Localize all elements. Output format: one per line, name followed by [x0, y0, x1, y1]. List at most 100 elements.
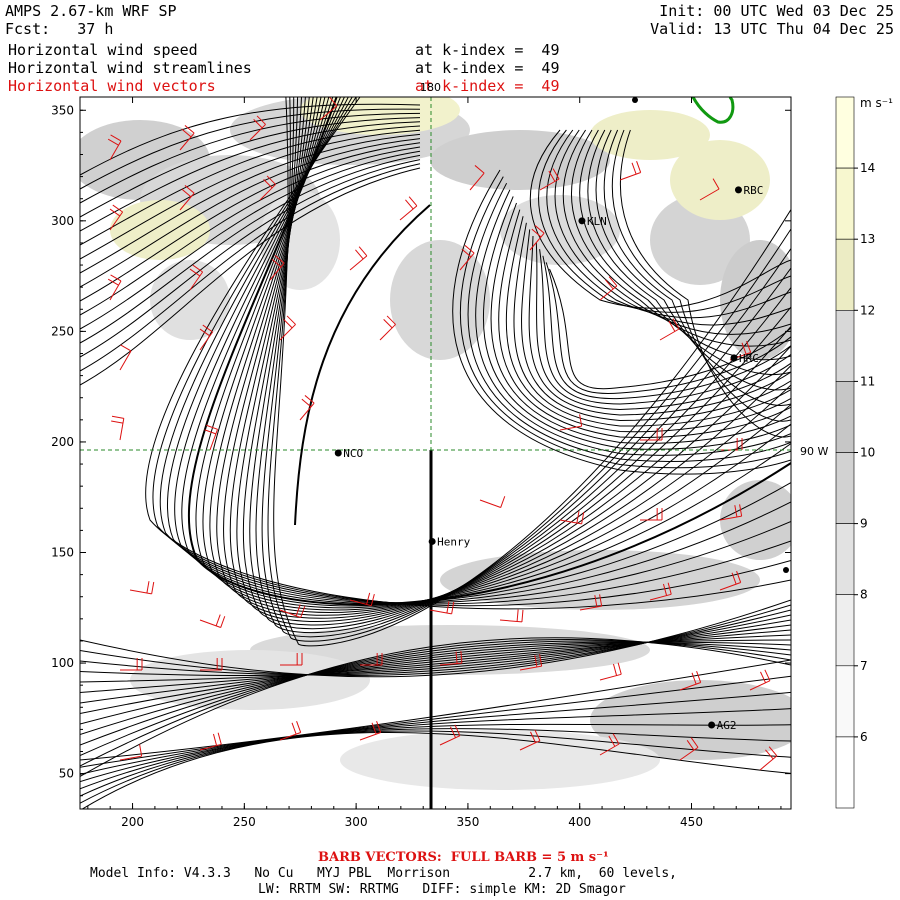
wind-barb-54	[599, 733, 620, 756]
streamline-52	[529, 129, 791, 309]
streamline-71	[80, 634, 791, 714]
streamline-2	[80, 112, 421, 204]
streamline-39	[475, 189, 791, 456]
coast-line	[691, 97, 735, 124]
wind-barb-61	[699, 178, 720, 201]
wind-barb-53	[519, 729, 541, 751]
wind-barb-39	[120, 658, 143, 671]
field-level-vectors: at k-index = 49	[415, 77, 560, 95]
wind-barb-57	[399, 196, 418, 221]
colorbar-label: 9	[860, 517, 868, 531]
streamline-63	[619, 129, 791, 438]
wind-barb-1	[179, 125, 195, 151]
wind-barb-21	[659, 318, 680, 341]
streamline-33	[261, 97, 791, 638]
streamline-27	[223, 97, 791, 616]
streamline-28	[229, 97, 791, 619]
y-tick-label: 250	[51, 324, 74, 338]
init-time: Init: 00 UTC Wed 03 Dec 25	[659, 2, 894, 20]
streamline-58	[579, 129, 791, 361]
colorbar-label: 7	[860, 659, 868, 673]
streamline-5	[80, 125, 421, 246]
wind-barb-0	[107, 134, 122, 161]
streamline-78	[80, 659, 791, 761]
streamline-12	[80, 154, 421, 344]
station-rbc: RBC	[734, 184, 763, 197]
streamline-31	[249, 97, 791, 630]
colorbar-segment	[835, 523, 855, 595]
streamline-69	[80, 624, 791, 693]
wind-barb-43	[439, 651, 463, 666]
colorbar-segment	[835, 452, 855, 524]
meridian-label: 180	[420, 81, 441, 94]
wind-barb-35	[499, 609, 524, 623]
wind-barb-16	[299, 395, 315, 421]
streamline-1	[80, 108, 421, 190]
station-label: AG2	[717, 719, 737, 732]
streamline-81	[80, 708, 791, 783]
streamline-19	[167, 97, 791, 604]
wind-barb-7	[107, 274, 122, 301]
wind-barb-49	[199, 732, 222, 751]
streamline-11	[80, 150, 421, 330]
wind-barb-50	[279, 721, 302, 741]
wind-barb-27	[559, 511, 585, 525]
wind-barb-18	[459, 245, 475, 271]
speed-shade-7	[500, 195, 620, 265]
colorbar-label: 8	[860, 588, 868, 602]
wind-barb-41	[280, 653, 303, 666]
y-tick-label: 350	[51, 103, 74, 117]
streamline-24	[202, 97, 791, 609]
station-label: NCO	[343, 447, 363, 460]
colorbar-segment	[835, 736, 855, 809]
wind-barb-42	[360, 653, 383, 666]
barb-note: BARB VECTORS: FULL BARB = 5 m s⁻¹	[318, 850, 609, 865]
speed-shade-17	[340, 730, 660, 790]
colorbar-label: 6	[860, 730, 868, 744]
wind-barb-20	[599, 276, 618, 301]
wind-barb-51	[359, 721, 382, 741]
streamline-56	[562, 129, 791, 335]
parallel-label: 90 W	[800, 445, 828, 458]
streamline-74	[80, 641, 791, 746]
speed-shade-19	[150, 260, 230, 340]
streamline-48	[539, 249, 791, 405]
wind-barb-52	[439, 724, 461, 746]
streamline-34	[267, 97, 791, 642]
forecast-hour: Fcst: 37 h	[5, 20, 114, 38]
wind-barb-45	[599, 662, 622, 681]
plot-frame	[79, 96, 792, 810]
streamline-40	[482, 196, 791, 450]
speed-shade-18	[670, 140, 770, 220]
streamline-17	[152, 97, 791, 607]
wind-barb-5	[179, 185, 195, 211]
streamline-70	[80, 629, 791, 704]
streamline-9	[80, 142, 421, 302]
valid-time: Valid: 13 UTC Thu 04 Dec 25	[650, 20, 894, 38]
wind-barb-11	[119, 344, 132, 371]
wind-barb-48	[119, 744, 143, 761]
streamline-51	[549, 268, 791, 390]
colorbar-units: m s⁻¹	[860, 96, 893, 110]
wind-barbs	[107, 97, 778, 771]
speed-shade-15	[590, 680, 791, 760]
wind-barb-10	[349, 246, 368, 271]
colorbar-segment	[835, 665, 855, 738]
field-name-streamlines: Horizontal wind streamlines	[8, 59, 252, 77]
wind-barb-47	[749, 669, 771, 691]
model-title: AMPS 2.67-km WRF SP	[5, 2, 177, 20]
field-level-speed: at k-index = 49	[415, 41, 560, 59]
wind-barb-33	[349, 592, 375, 607]
wind-barb-12	[199, 324, 214, 351]
speed-shade-2	[110, 200, 210, 260]
streamline-0	[80, 103, 421, 176]
wind-barb-60	[619, 161, 642, 181]
speed-shade-5	[430, 130, 610, 190]
streamline-7	[80, 133, 421, 274]
streamline-85	[81, 732, 791, 809]
streamline-67	[80, 614, 791, 676]
wind-barb-34	[429, 601, 455, 615]
colorbar-segment	[835, 238, 855, 311]
streamline-83	[80, 728, 791, 797]
speed-shade-10	[390, 240, 490, 360]
